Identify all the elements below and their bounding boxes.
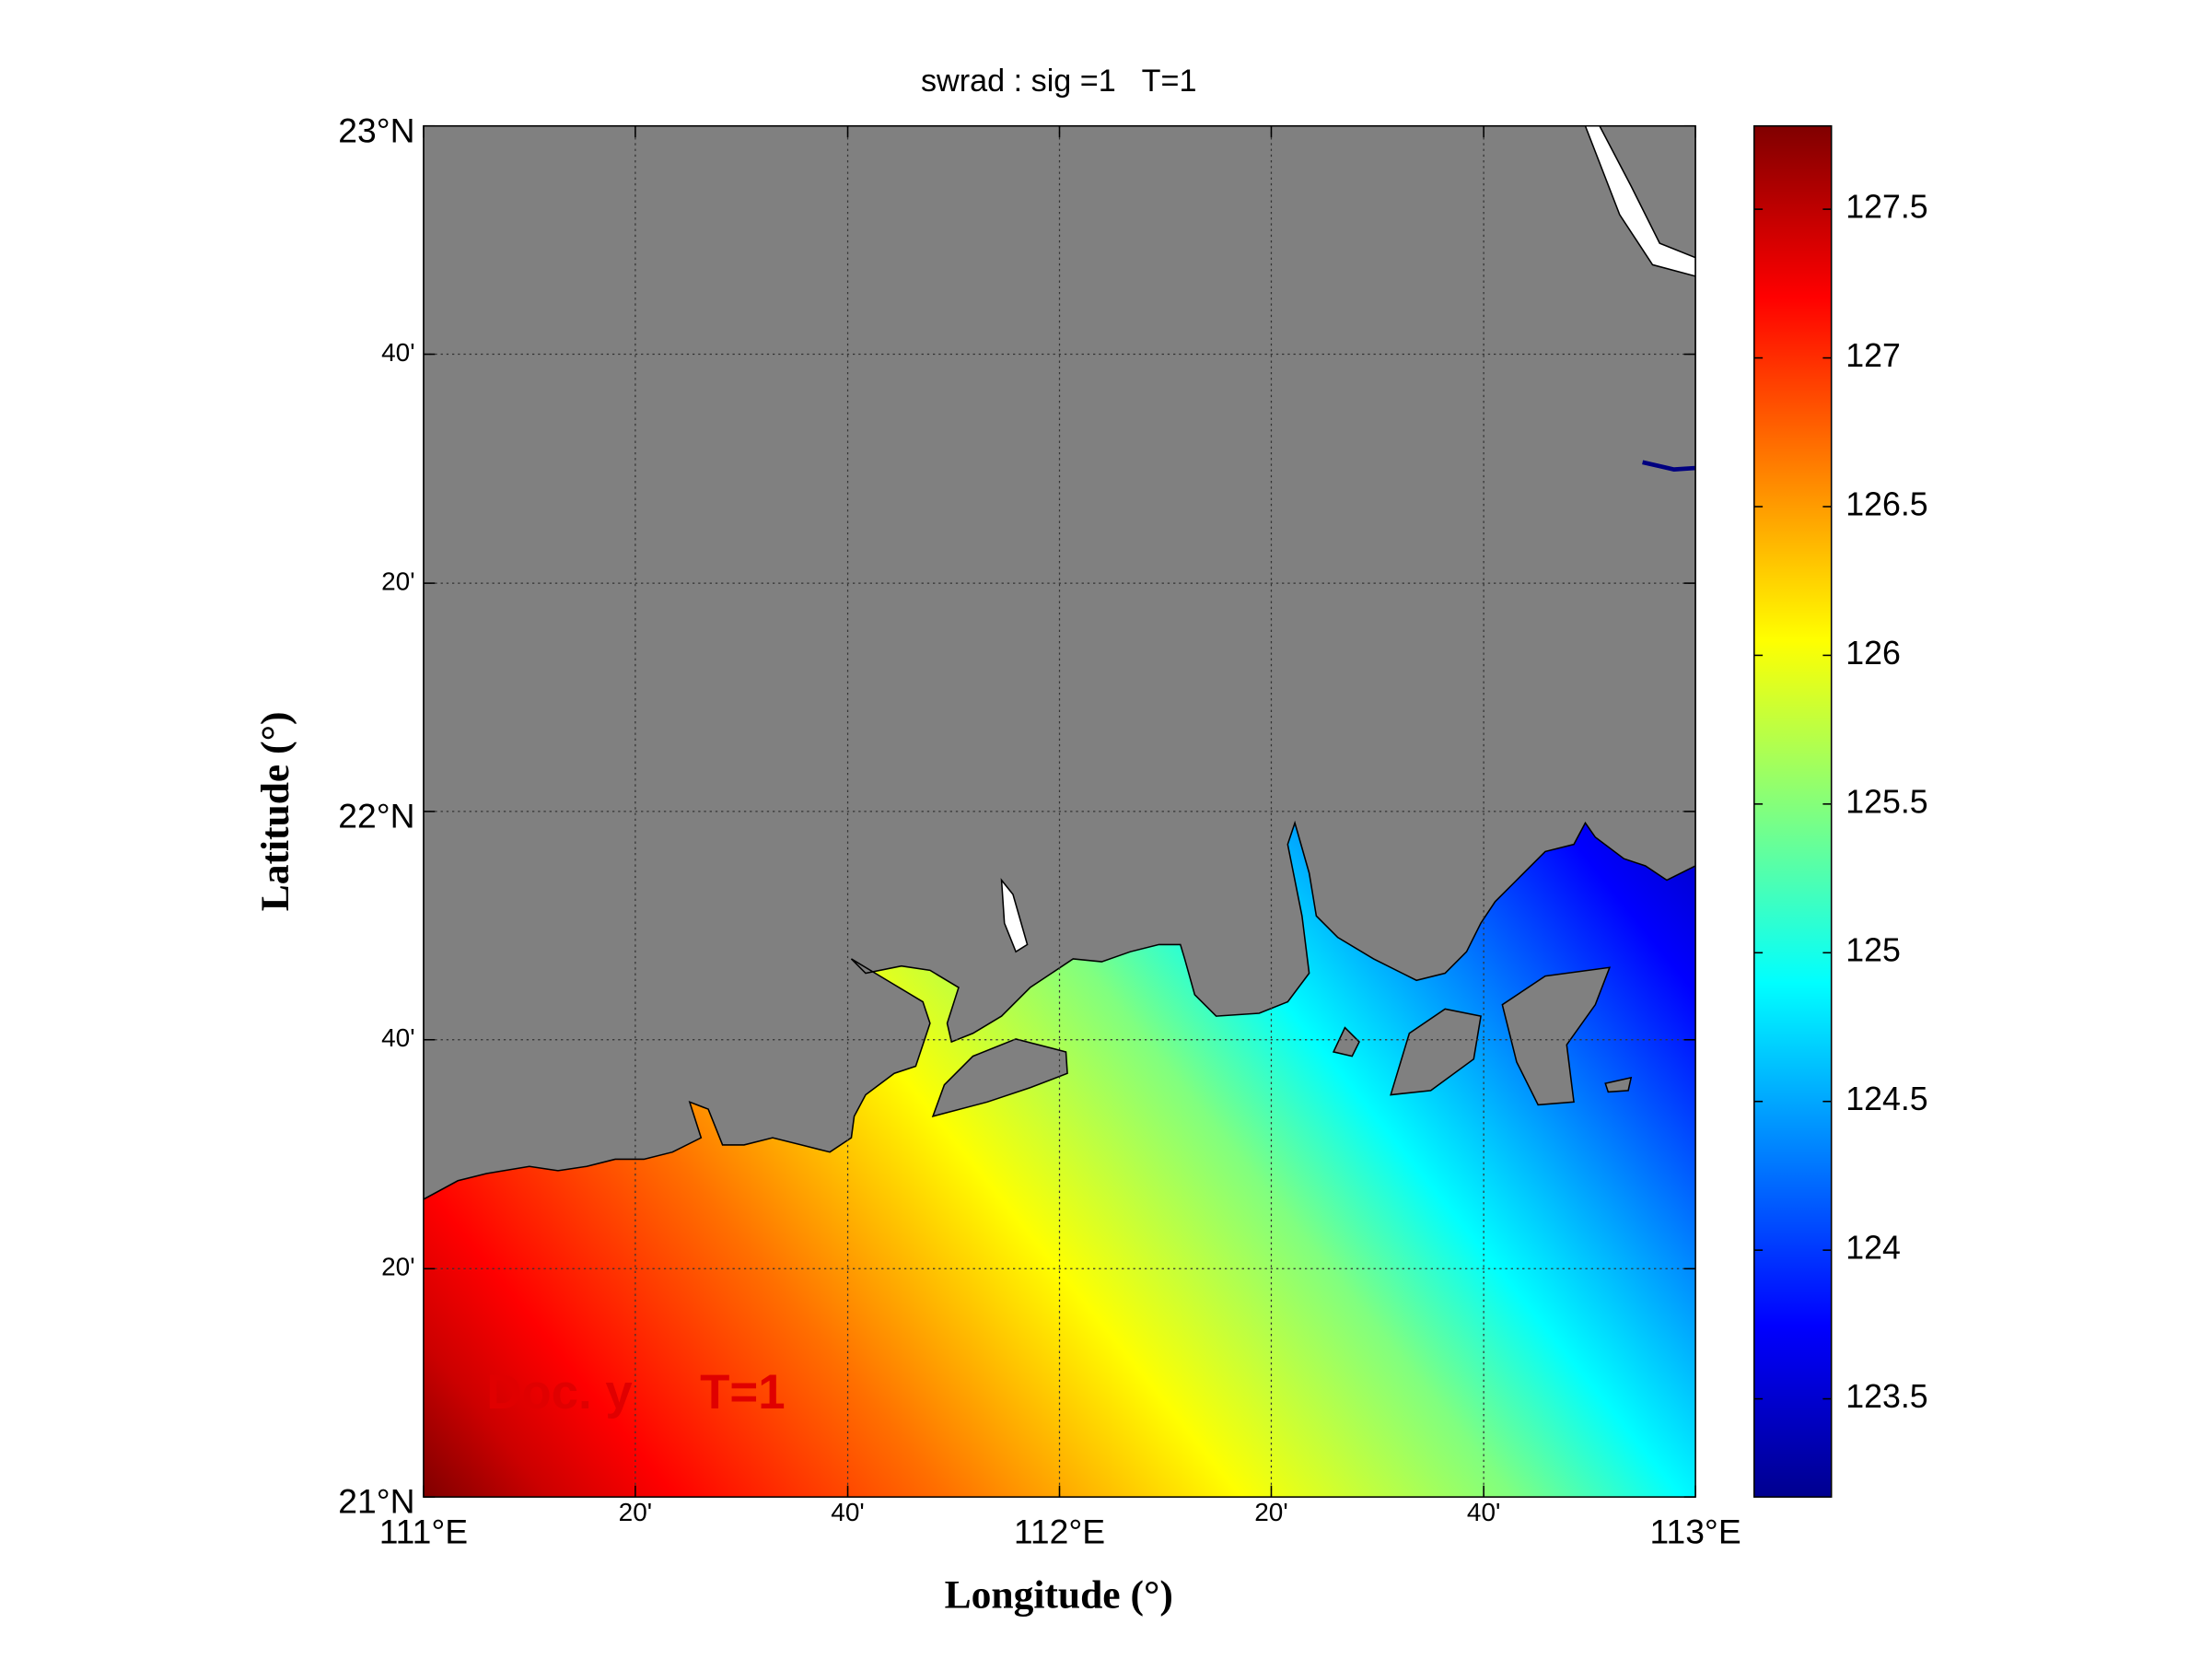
title: swrad : sig =1 T=1 xyxy=(921,64,1196,99)
y-tick-label: 23°N xyxy=(338,111,414,149)
colorbar-tick-label: 127.5 xyxy=(1845,189,1927,226)
x-tick-label: 40' xyxy=(831,1498,864,1526)
colorbar-tick-label: 125.5 xyxy=(1845,783,1927,820)
island xyxy=(1604,1076,1633,1093)
x-tick-label: 40' xyxy=(1467,1498,1500,1526)
colorbar-tick-label: 126 xyxy=(1845,635,1901,672)
y-tick-label: 22°N xyxy=(338,797,414,835)
island xyxy=(1501,966,1612,1106)
colorbar-tick-label: 127 xyxy=(1845,337,1901,374)
grid xyxy=(423,125,1696,1498)
colorbar-tick-label: 124.5 xyxy=(1845,1081,1927,1117)
x-axis-label: Longitude (°) xyxy=(945,1572,1173,1617)
y-axis-label: Latitude (°) xyxy=(253,712,297,912)
colorbar xyxy=(1753,124,1833,1498)
island xyxy=(1390,1008,1482,1096)
x-tick-label: 113°E xyxy=(1650,1512,1741,1550)
x-tick-label: 20' xyxy=(1254,1498,1287,1526)
river xyxy=(1642,460,1696,472)
lake xyxy=(1000,878,1029,953)
colorbar-tick-label: 125 xyxy=(1845,932,1901,969)
colorbar-tick-label: 124 xyxy=(1845,1230,1901,1267)
river xyxy=(1584,125,1696,277)
island xyxy=(1332,1026,1360,1057)
map-area xyxy=(423,125,1696,1498)
colorbar-tick-label: 126.5 xyxy=(1845,485,1927,522)
y-tick-label: 20' xyxy=(381,1253,414,1281)
y-tick-label: 40' xyxy=(381,338,414,367)
y-tick-label: 21°N xyxy=(338,1482,414,1521)
y-tick-label: 20' xyxy=(381,567,414,595)
colorbar-tick-label: 123.5 xyxy=(1845,1378,1927,1415)
watermark: Doc. y T=1 xyxy=(486,1365,785,1419)
y-tick-label: 40' xyxy=(381,1023,414,1052)
x-tick-label: 20' xyxy=(619,1498,652,1526)
x-tick-label: 111°E xyxy=(379,1512,468,1550)
land xyxy=(423,125,1696,1200)
peninsula xyxy=(931,1038,1068,1117)
x-tick-label: 112°E xyxy=(1014,1512,1105,1550)
